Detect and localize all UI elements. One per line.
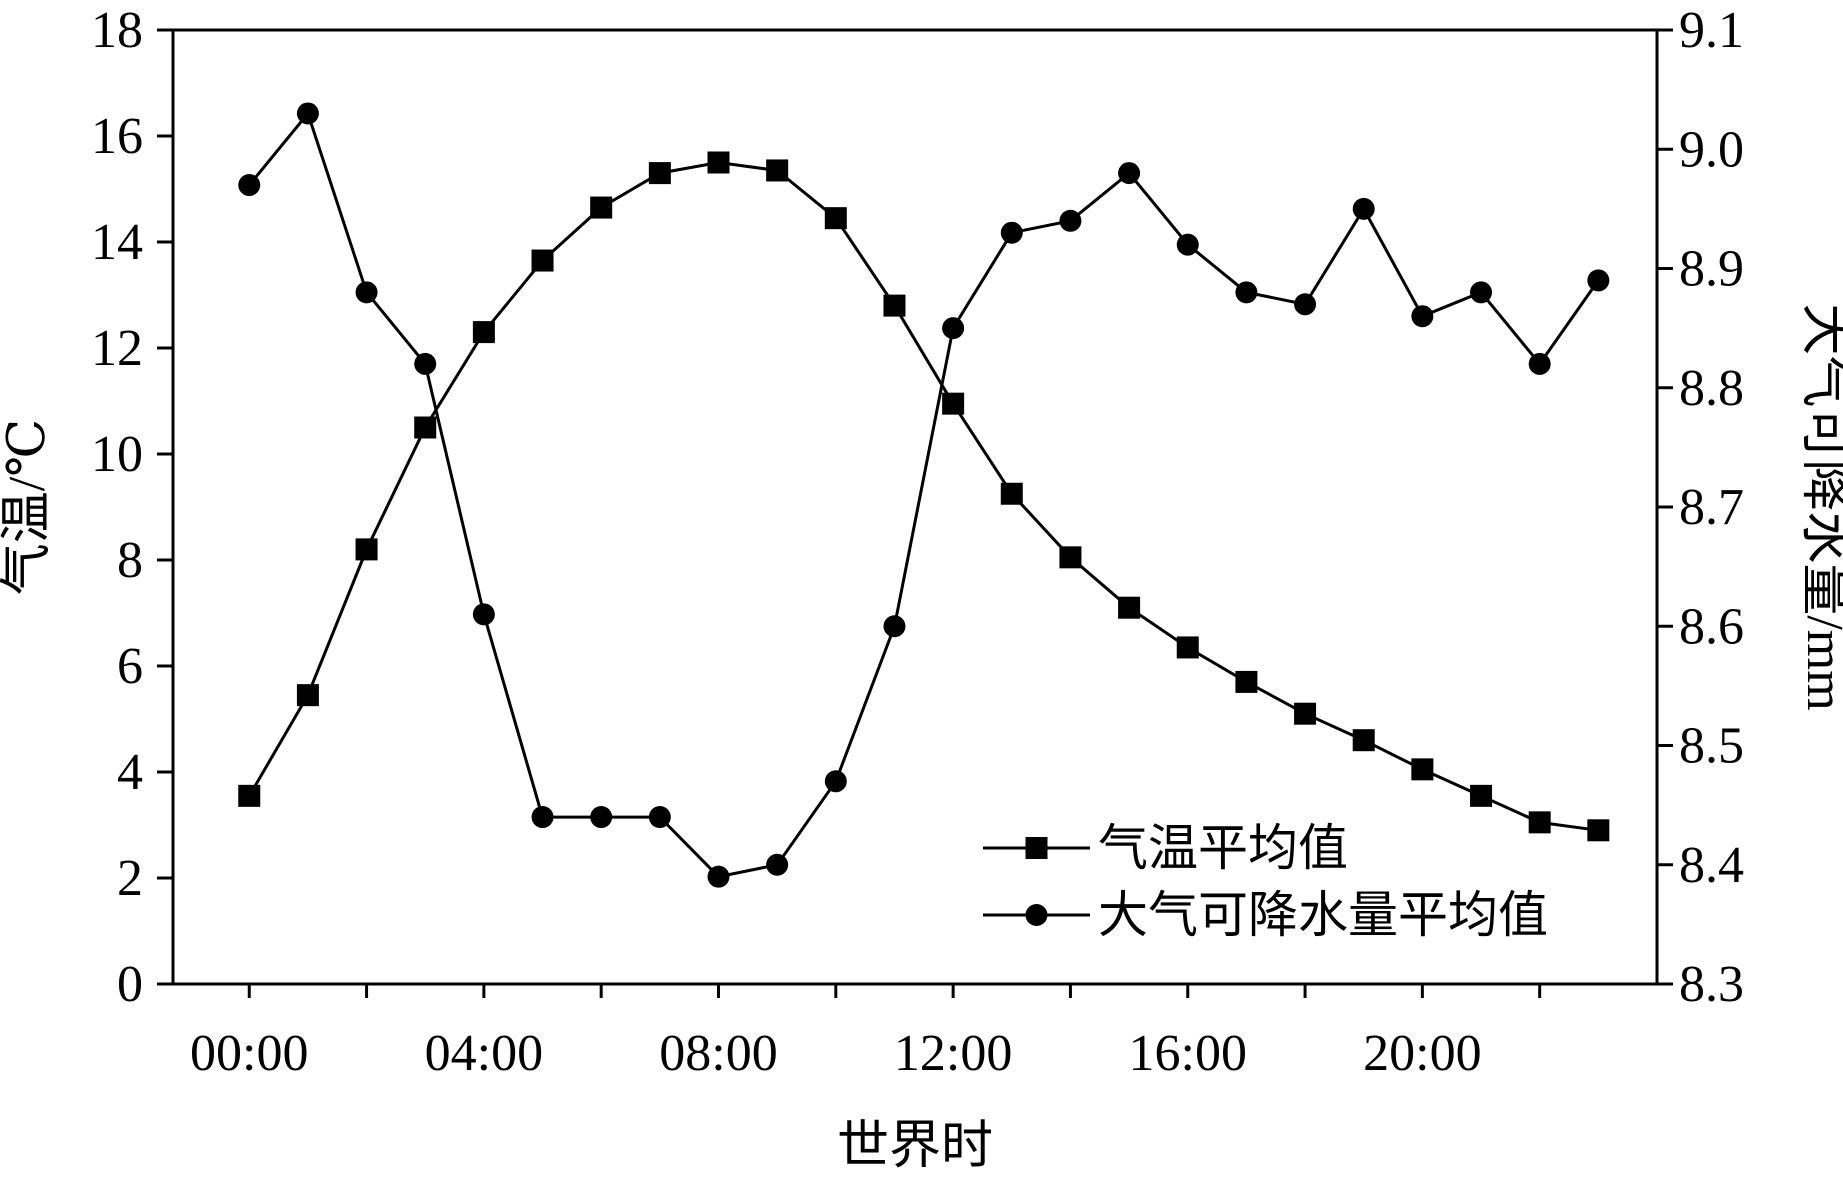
series-1-point — [883, 294, 906, 317]
left-y-tick-label: 8 — [117, 532, 143, 589]
left-y-tick-label: 4 — [117, 744, 143, 801]
x-tick-label: 00:00 — [190, 1025, 308, 1082]
series-1-point — [238, 784, 261, 807]
series-1-point — [1528, 811, 1551, 834]
left-y-tick-label: 6 — [117, 638, 143, 695]
left-y-tick-label: 2 — [117, 850, 143, 907]
x-tick-label: 16:00 — [1129, 1025, 1247, 1082]
right-y-tick-label: 9.1 — [1679, 2, 1744, 59]
plot-frame — [171, 28, 1659, 986]
series-2-point — [1411, 305, 1434, 328]
series-1-point — [590, 196, 613, 219]
series-1-point — [942, 392, 965, 415]
series-1-point — [472, 321, 495, 344]
series-2-point — [883, 615, 906, 638]
right-y-tick-label: 9.0 — [1679, 121, 1744, 178]
right-y-tick-label: 8.4 — [1679, 837, 1744, 894]
left-y-tick-label: 16 — [91, 108, 143, 165]
series-1-point — [531, 249, 554, 272]
right-y-axis-title: 大气可降水量/mm — [1796, 303, 1843, 710]
series-2-point — [1000, 221, 1023, 244]
series-1-point — [1352, 729, 1375, 752]
left-y-tick-label: 12 — [91, 320, 143, 377]
left-y-tick-label: 18 — [91, 2, 143, 59]
right-y-tick-label: 8.9 — [1679, 241, 1744, 298]
series-1-point — [1176, 636, 1199, 659]
series-2-point — [414, 352, 437, 375]
series-1-point — [1118, 596, 1141, 619]
series-1-point — [414, 416, 437, 439]
series-2-point — [1294, 293, 1317, 316]
series-2-point — [1470, 281, 1493, 304]
legend-marker-circle — [1025, 904, 1048, 926]
left-y-tick-label: 10 — [91, 426, 143, 483]
series-line-2 — [248, 110, 1600, 879]
legend-label-2: 大气可降水量平均值 — [1098, 887, 1548, 943]
series-2-point — [1059, 209, 1082, 232]
series-2-point — [942, 317, 965, 340]
series-2-point — [296, 102, 319, 125]
left-y-tick-label: 0 — [117, 956, 143, 1013]
series-1-point — [824, 207, 847, 230]
right-y-tick-label: 8.3 — [1679, 956, 1744, 1013]
right-y-tick-label: 8.6 — [1679, 598, 1744, 655]
series-1-point — [1587, 819, 1610, 842]
series-2-point — [238, 174, 261, 197]
x-tick-label: 12:00 — [894, 1025, 1012, 1082]
series-2-point — [1528, 352, 1551, 375]
series-2-point — [1235, 281, 1258, 304]
series-1-point — [1294, 702, 1317, 725]
series-2-point — [648, 806, 671, 829]
x-tick-label: 08:00 — [659, 1025, 777, 1082]
series-2-point — [1118, 162, 1141, 185]
series-2-point — [531, 806, 554, 829]
legend-marker-square — [1025, 837, 1048, 859]
series-2-point — [472, 603, 495, 626]
series-1-point — [1000, 482, 1023, 505]
left-y-axis-title: 气温/℃ — [0, 419, 56, 596]
legend-label-1: 气温平均值 — [1098, 820, 1348, 876]
series-2-point — [590, 806, 613, 829]
x-tick-label: 20:00 — [1363, 1025, 1481, 1082]
series-2-point — [766, 853, 789, 876]
series-1-point — [1235, 670, 1258, 693]
x-axis-title: 世界时 — [837, 1118, 993, 1175]
series-1-point — [1470, 784, 1493, 807]
series-1-point — [707, 151, 730, 174]
left-y-tick-label: 14 — [91, 214, 143, 271]
series-1-point — [1059, 546, 1082, 569]
series-1-point — [648, 162, 671, 185]
x-tick-label: 04:00 — [425, 1025, 543, 1082]
series-1-point — [355, 538, 378, 561]
series-line-1 — [248, 160, 1599, 832]
series-2-point — [824, 770, 847, 793]
series-2-point — [707, 865, 730, 888]
series-1-point — [1411, 758, 1434, 781]
series-1-point — [766, 159, 789, 182]
right-y-tick-label: 8.7 — [1679, 479, 1744, 536]
series-2-point — [355, 281, 378, 304]
right-y-tick-label: 8.5 — [1679, 718, 1744, 775]
right-y-tick-label: 8.8 — [1679, 360, 1744, 417]
series-2-point — [1176, 233, 1199, 256]
series-1-point — [296, 684, 319, 707]
series-2-point — [1352, 197, 1375, 220]
series-2-point — [1587, 269, 1610, 292]
